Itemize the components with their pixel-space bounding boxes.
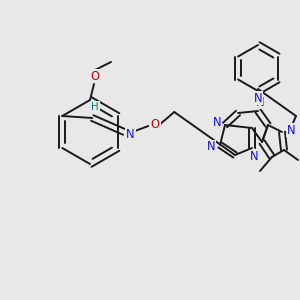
Text: N: N [213,116,221,130]
Text: N: N [207,140,215,154]
Text: N: N [250,151,258,164]
Text: N: N [126,128,135,140]
Text: N: N [254,92,262,104]
Text: H: H [92,102,99,112]
Text: O: O [91,70,100,83]
Text: O: O [151,118,160,131]
Text: N: N [287,124,295,136]
Text: N: N [256,95,264,109]
